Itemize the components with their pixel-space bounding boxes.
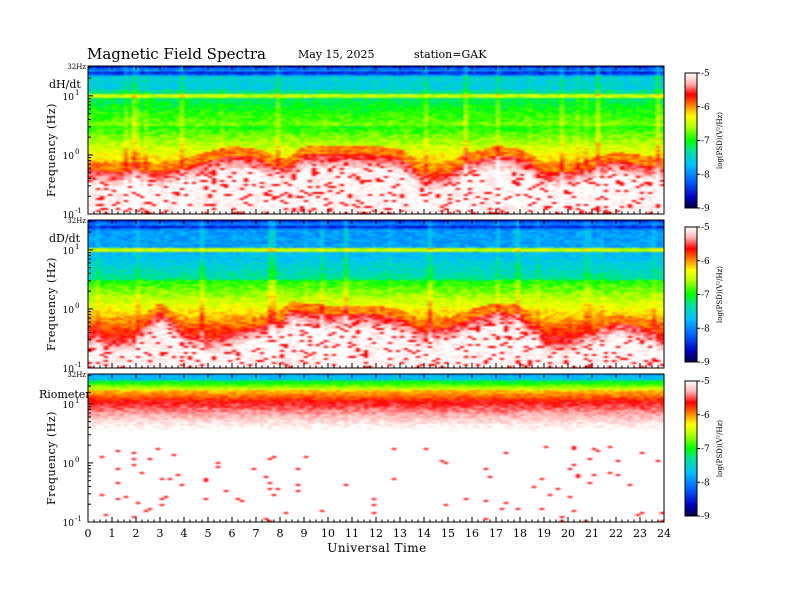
x-tick-label: 4: [181, 527, 188, 540]
y-tick-exponent: 1: [75, 397, 79, 405]
x-tick-label: 2: [133, 527, 140, 540]
x-tick-label: 11: [345, 527, 359, 540]
x-axis: 0 1 2 3 4 5 6 7 8 9 10 11 12 13 14 15 16 17 18 19 20 21 22 23 24: [85, 66, 671, 540]
x-tick-label: 12: [369, 527, 383, 540]
y-tick-label: 10: [63, 211, 75, 221]
colorbar: [684, 72, 698, 209]
x-tick-label: 7: [253, 527, 260, 540]
colorbar-tick-label: -8: [701, 324, 710, 334]
colorbar-tick-label: -7: [701, 445, 710, 455]
colorbar-tick-label: -6: [701, 103, 710, 113]
colorbar-tick-label: -7: [701, 291, 710, 301]
top-frequency-label: 32Hz: [67, 217, 86, 225]
y-tick-exponent: -1: [75, 207, 82, 215]
y-tick-label: 10: [63, 365, 75, 375]
y-tick-exponent: 0: [75, 148, 79, 156]
x-tick-label: 15: [441, 527, 455, 540]
panel-label: Riometer: [39, 388, 91, 401]
figure-title: Magnetic Field Spectra: [87, 45, 266, 63]
colorbar-tick-label: -8: [701, 478, 710, 488]
x-tick-label: 20: [561, 527, 575, 540]
x-axis-label: Universal Time: [327, 541, 427, 555]
top-frequency-label: 32Hz: [67, 371, 86, 379]
colorbar-tick-label: -9: [701, 512, 710, 522]
colorbar-tick-label: -5: [701, 69, 710, 79]
x-tick-label: 0: [85, 527, 92, 540]
x-tick-label: 17: [489, 527, 503, 540]
colorbar-label: log(PSD)(V²/Hz): [716, 420, 724, 477]
spectrogram-image: [88, 66, 664, 214]
spectrogram-image: [88, 374, 664, 522]
panel-label: dD/dt: [49, 232, 81, 245]
colorbar-tick-label: -9: [701, 358, 710, 368]
y-tick-label: 10: [63, 519, 75, 529]
x-tick-label: 14: [417, 527, 431, 540]
date-label: May 15, 2025: [298, 48, 375, 61]
colorbar-tick-label: -8: [701, 170, 710, 180]
colorbar: [684, 226, 698, 363]
x-tick-label: 21: [585, 527, 599, 540]
y-tick-exponent: 1: [75, 89, 79, 97]
x-tick-label: 24: [657, 527, 671, 540]
colorbar-tick-label: -5: [701, 377, 710, 387]
x-tick-label: 13: [393, 527, 407, 540]
x-tick-label: 6: [229, 527, 236, 540]
x-tick-label: 1: [109, 527, 116, 540]
colorbar-tick-label: -5: [701, 223, 710, 233]
colorbar-tick-label: -9: [701, 204, 710, 214]
x-tick-label: 8: [277, 527, 284, 540]
y-tick-exponent: -1: [75, 361, 82, 369]
colorbar-label: log(PSD)(V²/Hz): [716, 266, 724, 323]
colorbar-label: log(PSD)(V²/Hz): [716, 112, 724, 169]
spectrogram-image: [88, 220, 664, 368]
y-tick-label: 10: [63, 460, 75, 470]
y-tick-label: 10: [63, 152, 75, 162]
x-tick-label: 3: [157, 527, 164, 540]
y-axis-label: Frequency (Hz): [45, 103, 58, 197]
x-tick-label: 16: [465, 527, 479, 540]
colorbar-tick-label: -6: [701, 257, 710, 267]
y-axis-label: Frequency (Hz): [45, 411, 58, 505]
top-frequency-label: 32Hz: [67, 63, 86, 71]
y-tick-label: 10: [63, 93, 75, 103]
y-tick-exponent: -1: [75, 515, 82, 523]
x-tick-label: 9: [301, 527, 308, 540]
x-tick-label: 10: [321, 527, 335, 540]
colorbar-tick-label: -7: [701, 137, 710, 147]
x-tick-label: 18: [513, 527, 527, 540]
y-tick-label: 10: [63, 401, 75, 411]
colorbar-tick-label: -6: [701, 411, 710, 421]
y-tick-label: 10: [63, 306, 75, 316]
y-tick-exponent: 0: [75, 456, 79, 464]
y-axis-label: Frequency (Hz): [45, 257, 58, 351]
x-tick-label: 22: [609, 527, 623, 540]
station-label: station=GAK: [414, 48, 487, 61]
y-tick-exponent: 0: [75, 302, 79, 310]
colorbar: [684, 380, 698, 517]
x-tick-label: 5: [205, 527, 212, 540]
panel-label: dH/dt: [49, 78, 81, 91]
y-tick-exponent: 1: [75, 243, 79, 251]
y-tick-label: 10: [63, 247, 75, 257]
x-tick-label: 19: [537, 527, 551, 540]
x-tick-label: 23: [633, 527, 647, 540]
